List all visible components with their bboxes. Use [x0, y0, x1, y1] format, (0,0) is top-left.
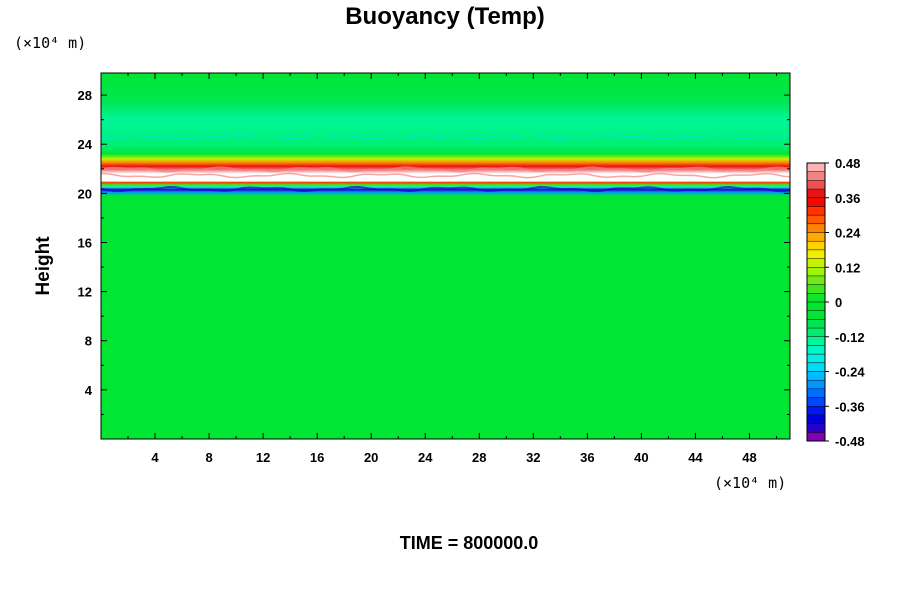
colorbar-tick-label: -0.48: [835, 434, 865, 449]
colorbar-swatch: [807, 275, 825, 285]
colorbar-swatch: [807, 345, 825, 355]
chart-title: Buoyancy (Temp): [345, 3, 545, 30]
colorbar-swatch: [807, 388, 825, 398]
colorbar-swatch: [807, 432, 825, 442]
colorbar-swatch: [807, 189, 825, 199]
colorbar-swatch: [807, 362, 825, 372]
x-tick-label: 4: [151, 450, 159, 465]
colorbar-swatch: [807, 406, 825, 416]
y-tick-label: 12: [78, 285, 92, 300]
colorbar-swatch: [807, 215, 825, 225]
x-tick-label: 28: [472, 450, 486, 465]
x-axis-ticks: 4 8 12 16 20 24 28 32 36 40 44 48: [127, 73, 777, 465]
plot-area: [100, 72, 791, 440]
colorbar-swatch: [807, 310, 825, 320]
y-axis-label: Height: [33, 236, 54, 296]
x-tick-label: 8: [205, 450, 212, 465]
colorbar-swatch: [807, 206, 825, 216]
x-tick-label: 20: [364, 450, 378, 465]
colorbar-swatch: [807, 284, 825, 294]
y-tick-label: 24: [78, 137, 93, 152]
y-tick-label: 16: [78, 235, 92, 250]
colorbar: 0.48 0.36 0.24 0.12 0 -0.12 -0.24 -0.36 -0.48: [806, 156, 865, 449]
colorbar-swatch: [807, 163, 825, 172]
x-tick-label: 16: [310, 450, 324, 465]
colorbar-swatch: [807, 371, 825, 381]
y-tick-label: 28: [78, 88, 92, 103]
colorbar-swatch: [807, 249, 825, 259]
colorbar-swatch: [807, 328, 825, 338]
x-tick-label: 12: [256, 450, 270, 465]
x-unit-label: (×10⁴ m): [714, 474, 786, 492]
colorbar-tick-label: -0.12: [835, 330, 865, 345]
colorbar-swatch: [807, 223, 825, 233]
y-axis-ticks: 4 8 12 16 20 24 28: [78, 88, 790, 415]
colorbar-swatch: [807, 414, 825, 424]
colorbar-swatch: [807, 293, 825, 303]
y-unit-label: (×10⁴ m): [14, 34, 86, 52]
colorbar-swatch: [807, 319, 825, 329]
y-tick-label: 8: [85, 334, 92, 349]
y-tick-label: 20: [78, 186, 92, 201]
colorbar-tick-label: 0.36: [835, 191, 860, 206]
colorbar-swatch: [807, 354, 825, 364]
field-streaks: [101, 134, 790, 193]
colorbar-swatch: [807, 397, 825, 407]
x-tick-label: 36: [580, 450, 594, 465]
colorbar-swatch: [807, 241, 825, 251]
colorbar-swatch: [807, 380, 825, 390]
colorbar-swatch: [807, 302, 825, 311]
heatmap-field: [101, 73, 790, 439]
colorbar-swatch: [807, 258, 825, 268]
colorbar-swatch: [807, 336, 825, 346]
colorbar-tick-label: 0.24: [835, 226, 861, 241]
x-tick-label: 40: [634, 450, 648, 465]
plot-frame: [100, 72, 791, 440]
field-streak: [101, 134, 790, 140]
field-streak: [101, 185, 790, 193]
x-tick-label: 24: [418, 450, 433, 465]
colorbar-swatch: [807, 197, 825, 207]
y-tick-label: 4: [85, 383, 93, 398]
colorbar-tick-label: -0.36: [835, 399, 865, 414]
x-tick-label: 44: [688, 450, 703, 465]
colorbar-tick-label: -0.24: [835, 365, 865, 380]
colorbar-tick-label: 0: [835, 295, 842, 310]
colorbar-tick-label: 0.48: [835, 156, 860, 171]
colorbar-swatch: [807, 171, 825, 181]
x-tick-label: 48: [742, 450, 756, 465]
time-label: TIME = 800000.0: [400, 533, 539, 553]
colorbar-tick-label: 0.12: [835, 260, 860, 275]
colorbar-swatch: [807, 232, 825, 242]
colorbar-swatch: [807, 180, 825, 190]
field-streak: [101, 172, 790, 179]
field-streak: [101, 166, 790, 173]
colorbar-swatch: [807, 423, 825, 433]
colorbar-swatch: [807, 267, 825, 277]
x-tick-label: 32: [526, 450, 540, 465]
